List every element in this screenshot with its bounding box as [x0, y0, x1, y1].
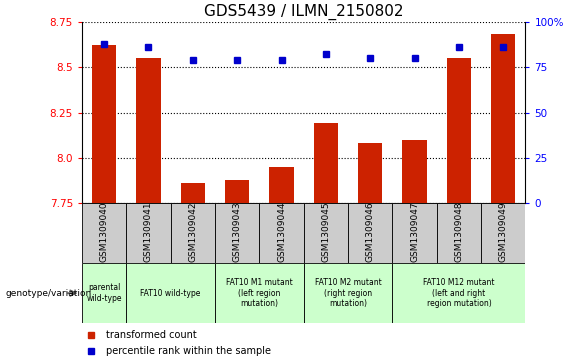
- Bar: [270, 167, 294, 203]
- Bar: [259, 203, 304, 263]
- Bar: [348, 203, 392, 263]
- Text: transformed count: transformed count: [106, 330, 197, 340]
- Text: FAT10 M12 mutant
(left and right
region mutation): FAT10 M12 mutant (left and right region …: [423, 278, 495, 308]
- Title: GDS5439 / ILMN_2150802: GDS5439 / ILMN_2150802: [204, 4, 403, 20]
- Bar: [136, 58, 160, 203]
- Text: FAT10 M1 mutant
(left region
mutation): FAT10 M1 mutant (left region mutation): [226, 278, 293, 308]
- Text: genotype/variation: genotype/variation: [6, 289, 92, 298]
- Bar: [437, 203, 481, 263]
- Bar: [392, 203, 437, 263]
- Bar: [126, 203, 171, 263]
- Bar: [82, 203, 126, 263]
- Text: GSM1309044: GSM1309044: [277, 202, 286, 262]
- Bar: [215, 263, 303, 323]
- Bar: [392, 263, 525, 323]
- Bar: [82, 263, 126, 323]
- Text: FAT10 M2 mutant
(right region
mutation): FAT10 M2 mutant (right region mutation): [315, 278, 381, 308]
- Bar: [491, 34, 515, 203]
- Bar: [181, 183, 205, 203]
- Text: GSM1309049: GSM1309049: [499, 202, 508, 262]
- Text: percentile rank within the sample: percentile rank within the sample: [106, 346, 271, 356]
- Text: GSM1309041: GSM1309041: [144, 202, 153, 262]
- Bar: [358, 143, 383, 203]
- Text: FAT10 wild-type: FAT10 wild-type: [141, 289, 201, 298]
- Bar: [92, 45, 116, 203]
- Bar: [303, 203, 348, 263]
- Text: GSM1309040: GSM1309040: [99, 202, 108, 262]
- Bar: [447, 58, 471, 203]
- Text: GSM1309046: GSM1309046: [366, 202, 375, 262]
- Bar: [215, 203, 259, 263]
- Text: GSM1309045: GSM1309045: [321, 202, 331, 262]
- Text: GSM1309043: GSM1309043: [233, 202, 242, 262]
- Text: GSM1309047: GSM1309047: [410, 202, 419, 262]
- Bar: [314, 123, 338, 203]
- Bar: [225, 180, 249, 203]
- Bar: [481, 203, 525, 263]
- Text: parental
wild-type: parental wild-type: [86, 284, 122, 303]
- Bar: [171, 203, 215, 263]
- Bar: [402, 140, 427, 203]
- Text: GSM1309048: GSM1309048: [454, 202, 463, 262]
- Text: GSM1309042: GSM1309042: [188, 202, 197, 262]
- Bar: [303, 263, 392, 323]
- Bar: [126, 263, 215, 323]
